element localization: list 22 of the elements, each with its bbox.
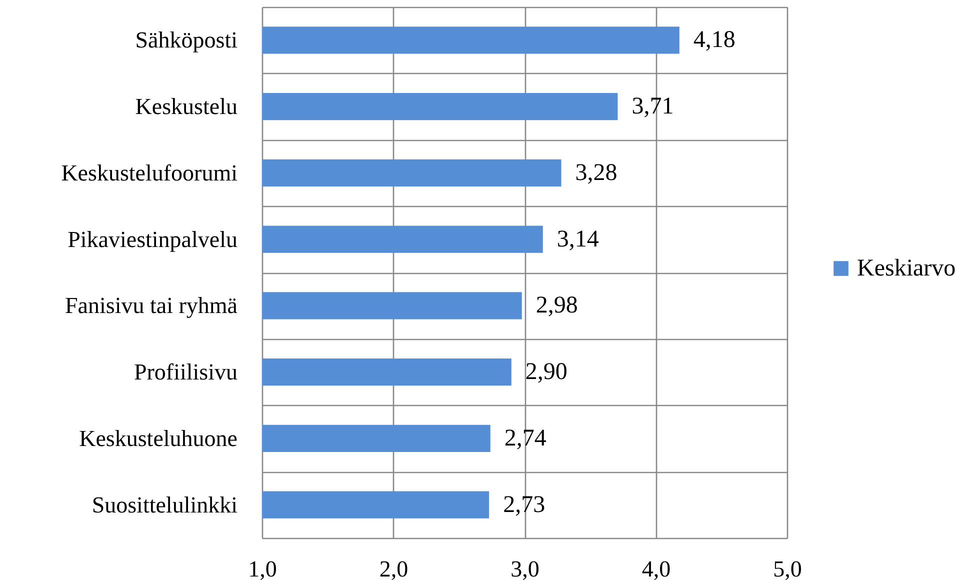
x-tick-label: 5,0 <box>773 556 802 582</box>
data-label: 3,14 <box>556 226 599 252</box>
data-label: 4,18 <box>693 27 736 54</box>
data-label: 3,71 <box>632 94 674 120</box>
data-label: 2,73 <box>503 492 546 518</box>
y-tick-label: Sähköposti <box>135 28 238 53</box>
data-label: 3,28 <box>575 160 618 186</box>
data-label: 2,90 <box>525 359 568 386</box>
data-label: 2,98 <box>536 292 578 319</box>
legend-label: Keskiarvo <box>857 256 956 282</box>
y-tick-label: Keskustelu <box>135 94 238 120</box>
y-tick-label: Keskustelufoorumi <box>61 160 238 186</box>
x-tick-label: 3,0 <box>510 556 540 582</box>
data-label: 2,74 <box>504 425 546 452</box>
x-tick-label: 1,0 <box>248 556 277 582</box>
x-tick-label: 2,0 <box>379 556 408 582</box>
x-tick-label: 4,0 <box>642 556 671 582</box>
y-tick-label: Pikaviestinpalvelu <box>68 226 238 252</box>
y-tick-label: Profiilisivu <box>134 360 238 385</box>
y-tick-label: Suosittelulinkki <box>92 492 238 518</box>
y-tick-label: Fanisivu tai ryhmä <box>65 293 238 318</box>
y-tick-label: Keskusteluhuone <box>79 426 238 451</box>
